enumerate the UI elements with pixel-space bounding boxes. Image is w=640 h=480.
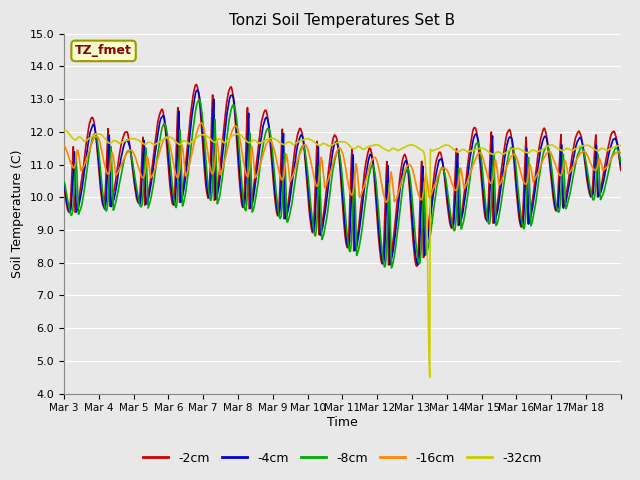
-4cm xyxy=(386,262,394,268)
-2cm xyxy=(87,117,95,122)
-32cm xyxy=(163,135,171,141)
-2cm xyxy=(413,263,421,269)
-2cm xyxy=(292,142,300,147)
-4cm xyxy=(590,179,598,184)
-8cm xyxy=(87,144,95,149)
-32cm xyxy=(60,128,68,133)
-4cm xyxy=(194,87,202,93)
-8cm xyxy=(590,196,598,202)
-8cm xyxy=(163,132,171,137)
Legend: -2cm, -4cm, -8cm, -16cm, -32cm: -2cm, -4cm, -8cm, -16cm, -32cm xyxy=(138,447,547,469)
-8cm xyxy=(60,180,68,185)
-32cm xyxy=(291,141,299,147)
Line: -2cm: -2cm xyxy=(64,84,621,266)
-16cm xyxy=(60,144,68,149)
-4cm xyxy=(60,181,68,187)
-32cm xyxy=(87,134,95,140)
-16cm xyxy=(599,168,607,173)
-16cm xyxy=(590,167,598,173)
-2cm xyxy=(388,242,396,248)
-8cm xyxy=(195,96,203,102)
-32cm xyxy=(388,145,396,151)
Line: -32cm: -32cm xyxy=(64,131,621,377)
-32cm xyxy=(598,145,606,151)
-8cm xyxy=(617,159,625,165)
-8cm xyxy=(389,259,397,265)
-16cm xyxy=(87,144,95,149)
Y-axis label: Soil Temperature (C): Soil Temperature (C) xyxy=(11,149,24,278)
Line: -8cm: -8cm xyxy=(64,99,621,268)
-32cm xyxy=(617,143,625,148)
-4cm xyxy=(389,247,397,253)
-2cm xyxy=(599,174,607,180)
-16cm xyxy=(163,135,171,141)
-16cm xyxy=(292,164,300,169)
-8cm xyxy=(388,265,396,271)
-2cm xyxy=(617,168,625,173)
-16cm xyxy=(198,120,205,126)
-2cm xyxy=(60,185,68,191)
-16cm xyxy=(382,199,390,205)
-8cm xyxy=(599,192,607,198)
-4cm xyxy=(87,128,95,133)
X-axis label: Time: Time xyxy=(327,416,358,429)
Line: -4cm: -4cm xyxy=(64,90,621,265)
-4cm xyxy=(599,181,607,187)
-4cm xyxy=(617,162,625,168)
Line: -16cm: -16cm xyxy=(64,123,621,202)
-4cm xyxy=(292,155,300,161)
-32cm xyxy=(589,146,597,152)
-16cm xyxy=(389,185,397,191)
-2cm xyxy=(590,157,598,163)
-4cm xyxy=(163,140,171,146)
-2cm xyxy=(193,82,200,87)
-2cm xyxy=(163,150,171,156)
-32cm xyxy=(426,374,434,380)
-8cm xyxy=(292,175,300,180)
Text: TZ_fmet: TZ_fmet xyxy=(75,44,132,58)
Title: Tonzi Soil Temperatures Set B: Tonzi Soil Temperatures Set B xyxy=(229,13,456,28)
-16cm xyxy=(617,150,625,156)
